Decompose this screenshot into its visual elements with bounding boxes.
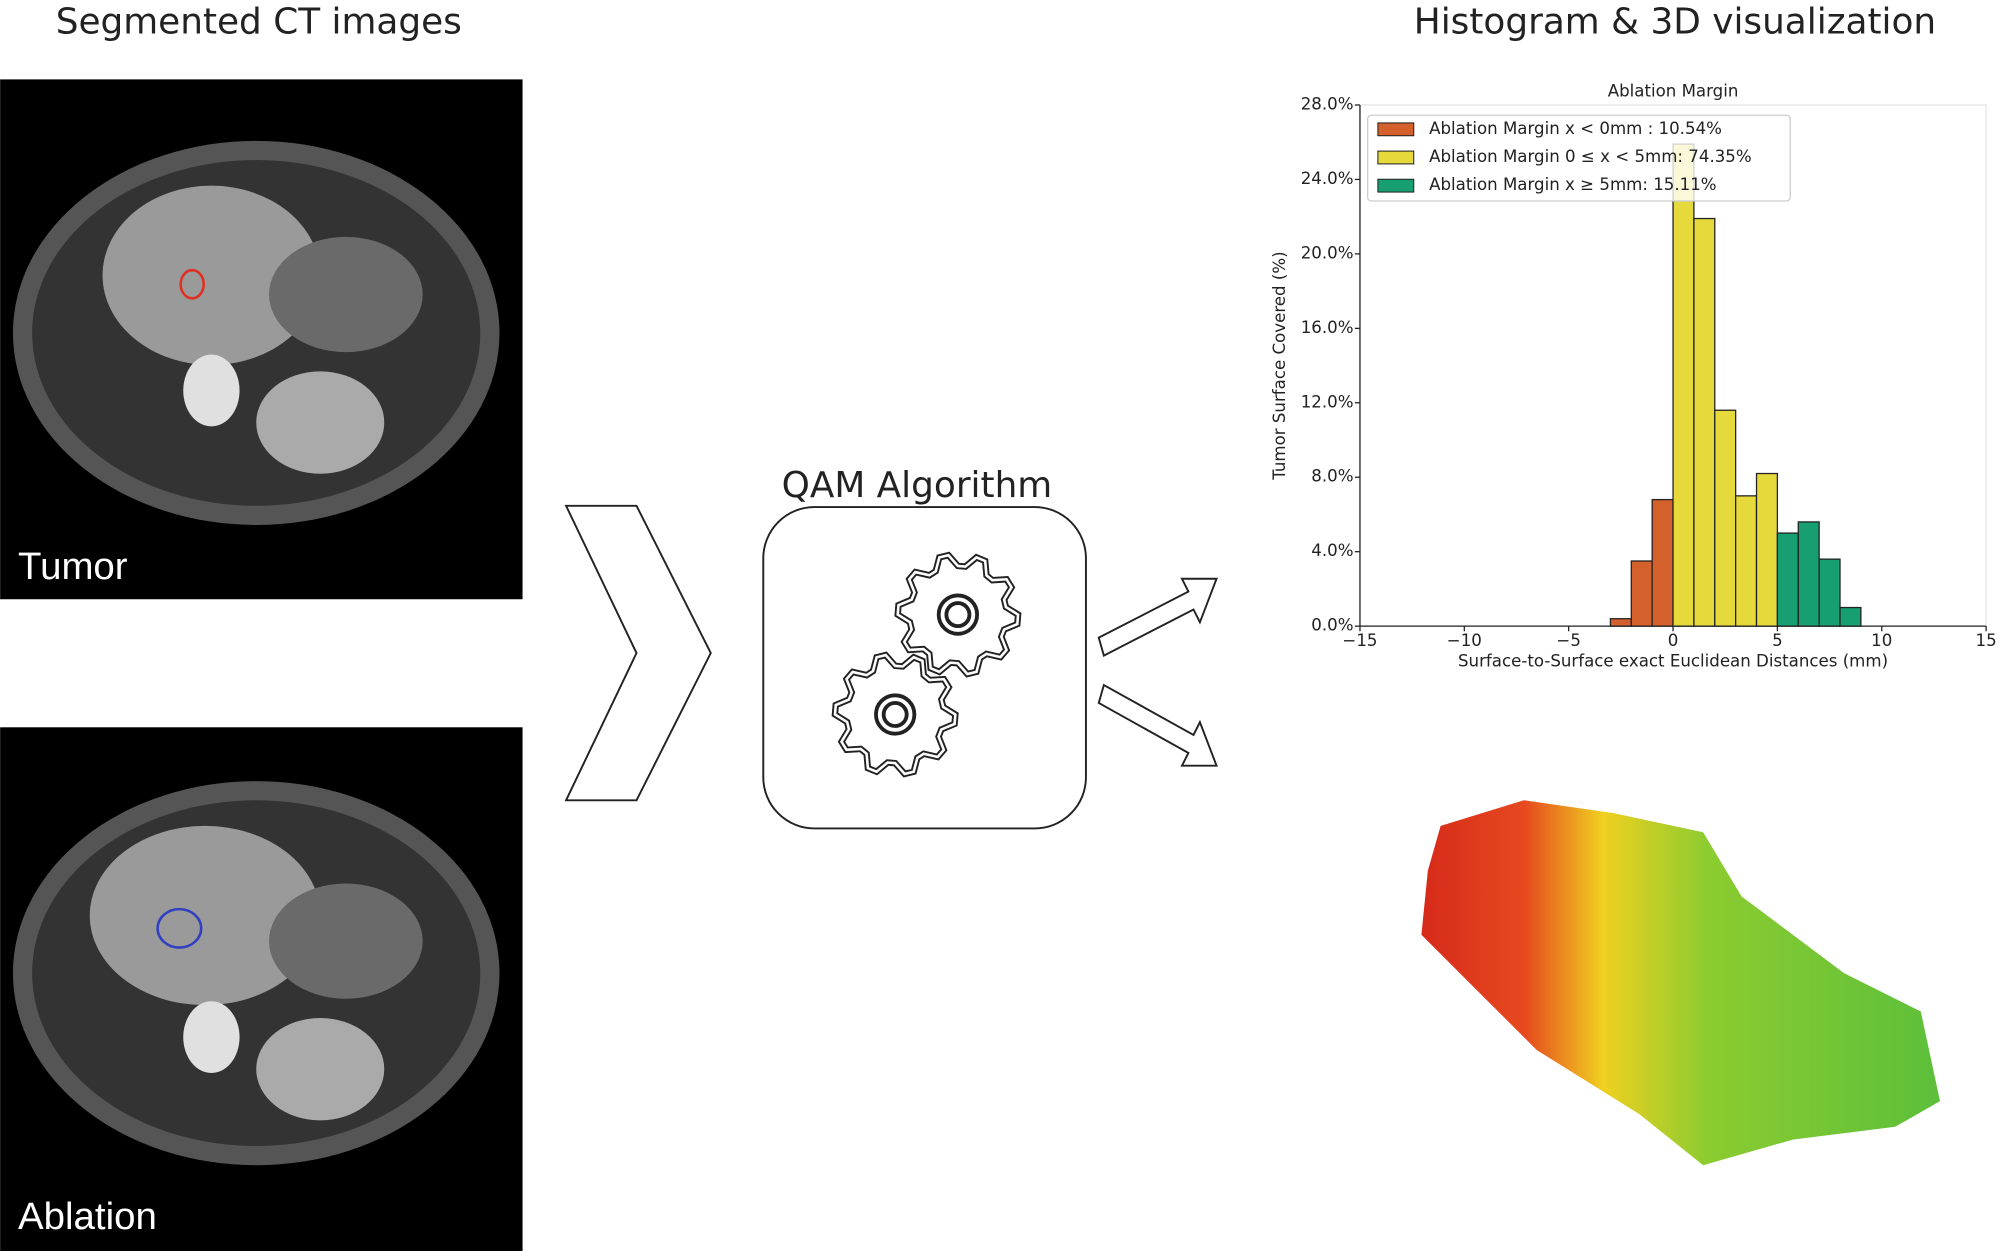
histogram: Ablation Margin 0.0% 4.0% 8.0% 12.0% 16.0% 20.… [1270, 82, 1997, 671]
gear [833, 653, 957, 776]
bar [1755, 472, 1779, 627]
bar [1776, 532, 1799, 627]
legend-box [1367, 114, 1791, 202]
y-tick-label: 4.0% [1311, 541, 1353, 560]
bar [1630, 560, 1653, 627]
gear-hub [944, 601, 972, 629]
legend-swatch [1377, 122, 1415, 137]
bar [1651, 498, 1674, 627]
y-tick-label: 8.0% [1311, 467, 1353, 486]
legend-swatch [1377, 178, 1415, 193]
chart-title: Ablation Margin [1608, 82, 1739, 101]
ct-label: Ablation [18, 1195, 157, 1238]
y-tick-label: 16.0% [1301, 318, 1354, 337]
y-tick-label: 24.0% [1301, 169, 1354, 188]
arrow [1097, 577, 1218, 657]
bar [1609, 618, 1632, 627]
x-tick-label: 0 [1668, 631, 1679, 650]
x-axis-label: Surface-to-Surface exact Euclidean Dista… [1458, 651, 1888, 670]
legend-label: Ablation Margin x ≥ 5mm: 15.11% [1429, 175, 1717, 194]
algorithm-label: QAM Algorithm [782, 465, 1053, 506]
gear-hub [936, 593, 980, 636]
bar [1714, 409, 1737, 627]
legend-swatch [1377, 150, 1415, 165]
y-tick-label: 28.0% [1301, 94, 1354, 113]
gear-hub [881, 701, 909, 728]
x-tick-label: 5 [1772, 631, 1783, 650]
arrow [1097, 683, 1218, 767]
x-tick-label: −10 [1447, 631, 1482, 650]
bar [1735, 495, 1758, 627]
x-tick-label: −15 [1342, 631, 1377, 650]
y-tick-label: 0.0% [1311, 616, 1353, 635]
gear-hub [874, 693, 917, 736]
legend-label: Ablation Margin x < 0mm : 10.54% [1429, 119, 1722, 138]
bar [1839, 606, 1862, 627]
ct-image: Tumor [0, 79, 523, 600]
bar [1672, 143, 1695, 627]
bar [1693, 217, 1716, 627]
bar [1818, 558, 1841, 627]
x-tick-label: 10 [1871, 631, 1892, 650]
y-tick-label: 20.0% [1301, 243, 1354, 262]
left-title: Segmented CT images [56, 1, 462, 42]
legend-label: Ablation Margin 0 ≤ x < 5mm: 74.35% [1429, 147, 1752, 166]
x-tick-label: −5 [1556, 631, 1581, 650]
x-tick-label: 15 [1976, 631, 1997, 650]
bar [1797, 521, 1820, 627]
y-axis-label: Tumor Surface Covered (%) [1270, 251, 1289, 480]
ct-image: Ablation [0, 727, 523, 1251]
right-title: Histogram & 3D visualization [1414, 1, 1936, 42]
chevron [564, 504, 712, 802]
gears [831, 551, 1022, 778]
3d-mesh [1421, 800, 1941, 1166]
ct-label: Tumor [18, 545, 128, 588]
y-tick-label: 12.0% [1301, 392, 1354, 411]
gear [896, 553, 1020, 676]
